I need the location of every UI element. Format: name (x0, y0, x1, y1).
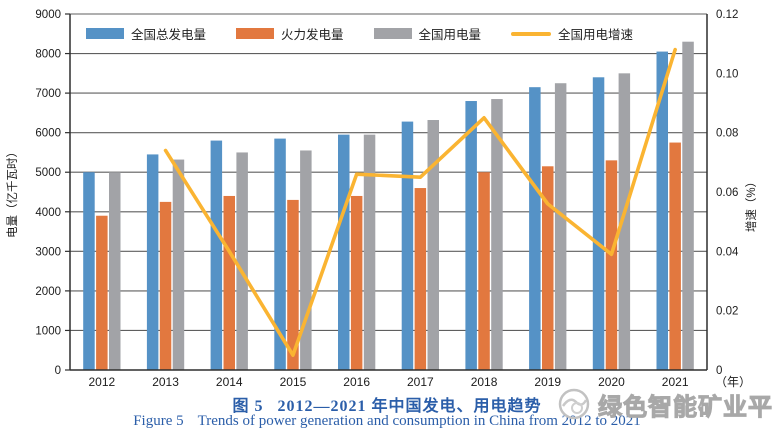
bar-2019-s1 (542, 166, 554, 370)
bar-2015-s1 (287, 199, 299, 370)
left-axis-title: 电量（亿千瓦时） (6, 146, 19, 238)
tick-labels: 0 1000 2000 3000 4000 5000 6000 7000 8000 9000 0 0.… (35, 9, 751, 389)
bar-2018-s2 (491, 99, 503, 371)
caption-english: Figure 5 Trends of power generation and c… (0, 413, 774, 430)
right-tick-label: 0.12 (716, 9, 738, 21)
legend-bar-swatch (236, 28, 275, 39)
power-trend-chart: 0 1000 2000 3000 4000 5000 6000 7000 8000 9000 0 0.… (6, 9, 758, 389)
legend-item-0: 全国总发电量 (86, 24, 206, 43)
left-tick-label: 7000 (35, 88, 61, 100)
right-tick-label: 0 (716, 365, 722, 377)
bar-2015-s2 (300, 150, 312, 370)
x-tick-label: 2018 (471, 375, 498, 389)
legend-label: 全国用电量 (418, 28, 482, 42)
axes (69, 14, 708, 371)
bar-2012-s2 (109, 172, 121, 370)
left-tick-label: 5000 (35, 167, 61, 179)
legend-label: 火力发电量 (281, 28, 344, 42)
left-tick-label: 6000 (35, 128, 61, 140)
bar-2020-s1 (605, 160, 618, 370)
bar-2021-s0 (656, 51, 668, 370)
x-tick-label: 2013 (152, 375, 179, 389)
x-tick-label: 2015 (280, 375, 307, 389)
bar-2018-s1 (478, 172, 490, 370)
left-tick-label: 2000 (35, 286, 61, 298)
bar-2016-s0 (338, 134, 350, 370)
left-tick-label: 1000 (35, 325, 61, 337)
bar-2013-s2 (172, 159, 185, 370)
caption-zh-number: 图 5 (232, 398, 264, 415)
bar-2019-s0 (529, 87, 541, 370)
x-tick-label: 2020 (598, 375, 625, 389)
legend-label: 全国用电增速 (558, 28, 634, 42)
right-tick-label: 0.02 (716, 306, 738, 318)
caption-zh-text: 2012—2021 年中国发电、用电趋势 (277, 398, 542, 415)
bar-2014-s0 (210, 140, 223, 370)
legend-bar-swatch (373, 28, 412, 39)
left-tick-label: 4000 (35, 207, 61, 219)
bar-2012-s1 (96, 215, 108, 370)
x-tick-label: 2021 (662, 375, 689, 389)
caption-en-number: Figure 5 (133, 413, 184, 429)
bar-2015-s0 (274, 138, 286, 370)
left-tick-label: 0 (55, 365, 61, 377)
bar-2019-s2 (554, 83, 567, 370)
bar-2017-s2 (427, 120, 439, 371)
right-tick-label: 0.10 (716, 68, 738, 80)
bar-2018-s0 (465, 101, 477, 371)
caption-chinese: 图 5 2012—2021 年中国发电、用电趋势 (0, 392, 774, 416)
legend-label: 全国总发电量 (131, 28, 207, 42)
bar-2012-s0 (83, 172, 95, 370)
bar-series (83, 41, 694, 371)
right-axis-title: 增速（%） (744, 176, 758, 232)
bar-2014-s1 (223, 195, 235, 370)
legend-item-2: 全国用电量 (373, 24, 482, 43)
left-tick-label: 8000 (35, 49, 61, 61)
legend-item-3: 全国用电增速 (511, 24, 633, 43)
bar-2016-s2 (363, 134, 376, 370)
right-tick-label: 0.06 (716, 187, 738, 199)
bar-2013-s0 (146, 154, 159, 370)
left-tick-label: 9000 (35, 9, 61, 21)
right-tick-label: 0.04 (716, 246, 739, 258)
bar-2021-s2 (682, 41, 694, 370)
x-tick-label: 2012 (88, 375, 115, 389)
legend-bar-swatch (86, 28, 124, 39)
bar-2013-s1 (159, 201, 172, 370)
bar-2020-s2 (618, 73, 631, 370)
bar-2014-s2 (236, 152, 248, 370)
x-tick-label: 2014 (216, 375, 243, 389)
bar-2020-s0 (592, 77, 605, 371)
right-tick-label: 0.08 (716, 128, 738, 140)
bar-2021-s1 (669, 142, 681, 370)
x-tick-label: 2019 (534, 375, 561, 389)
x-axis-unit: （年） (715, 375, 751, 389)
chart-legend: 全国总发电量 火力发电量 全国用电量 全国用电增速 (86, 24, 633, 43)
x-tick-label: 2017 (407, 375, 434, 389)
x-tick-label: 2016 (343, 375, 370, 389)
left-tick-label: 3000 (35, 246, 61, 258)
growth-rate-line (163, 47, 677, 357)
bar-2017-s0 (401, 121, 414, 370)
bar-2016-s1 (350, 195, 363, 370)
axis-titles: 电量（亿千瓦时） 增速（%） (6, 146, 758, 238)
growth-line (163, 47, 677, 357)
legend-line-swatch (511, 31, 552, 36)
caption-en-text: Trends of power generation and consumpti… (197, 413, 641, 429)
bar-2017-s1 (414, 188, 427, 370)
legend-item-1: 火力发电量 (236, 24, 344, 43)
